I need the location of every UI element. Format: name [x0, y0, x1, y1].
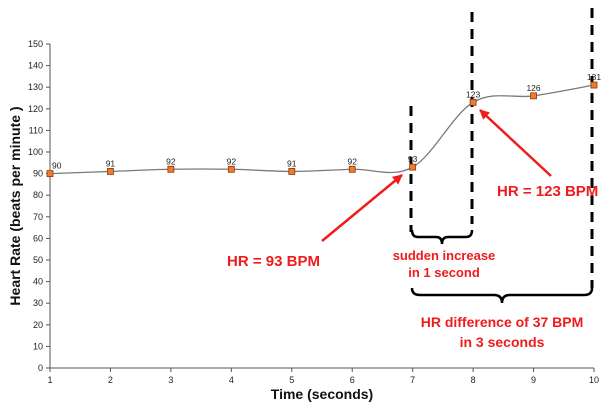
data-label: 91 — [287, 158, 297, 168]
series-line — [49, 84, 595, 175]
x-tick-label: 1 — [47, 375, 52, 385]
arrow-hr93 — [321, 174, 403, 242]
y-tick-label: 90 — [33, 169, 43, 179]
annotation-sudden-line1: sudden increase — [393, 248, 496, 263]
y-tick-label: 0 — [38, 363, 43, 373]
x-tick-label: 4 — [229, 375, 234, 385]
x-tick-label: 9 — [531, 375, 536, 385]
arrow-hr123 — [479, 109, 552, 177]
annotation-hr93: HR = 93 BPM — [227, 253, 320, 270]
x-tick-label: 10 — [589, 375, 599, 385]
data-point — [409, 163, 417, 171]
annotation-diff-line1: HR difference of 37 BPM — [421, 314, 584, 330]
y-tick-label: 20 — [33, 320, 43, 330]
x-tick-label: 7 — [410, 375, 415, 385]
data-label: 92 — [227, 156, 237, 166]
x-tick-label: 8 — [471, 375, 476, 385]
x-tick-label: 3 — [168, 375, 173, 385]
data-label: 123 — [466, 89, 480, 99]
y-tick-label: 50 — [33, 255, 43, 265]
data-label: 92 — [166, 156, 176, 166]
y-tick-label: 10 — [33, 341, 43, 351]
brace-hr-difference — [410, 287, 594, 304]
data-label: 131 — [587, 72, 601, 82]
y-tick-label: 80 — [33, 190, 43, 200]
data-point — [107, 168, 114, 175]
y-tick-label: 40 — [33, 277, 43, 287]
y-axis-title: Heart Rate (beats per minute ) — [7, 106, 23, 305]
y-tick-label: 140 — [28, 61, 43, 71]
x-tick-label: 6 — [350, 375, 355, 385]
y-tick-label: 30 — [33, 298, 43, 308]
data-point — [227, 165, 235, 173]
y-tick-label: 60 — [33, 233, 43, 243]
y-tick-labels: 0 10 20 30 40 50 60 70 80 90 100 110 120 130 140 150 — [28, 39, 50, 373]
data-point — [590, 81, 598, 89]
data-label: 93 — [408, 154, 418, 164]
y-tick-label: 100 — [28, 147, 43, 157]
data-point — [530, 92, 537, 100]
plot-area: 90 91 92 92 91 92 93 123 126 131 — [46, 72, 601, 178]
annotation-hr123: HR = 123 BPM — [497, 183, 598, 200]
x-tick-labels: 1 2 3 4 5 6 7 8 9 10 — [47, 368, 599, 385]
data-label: 126 — [526, 83, 540, 93]
x-axis-title: Time (seconds) — [271, 386, 373, 402]
brace-sudden-increase — [410, 229, 474, 245]
annotation-diff-line2: in 3 seconds — [460, 334, 545, 350]
data-label: 90 — [52, 161, 62, 171]
data-label: 91 — [106, 158, 116, 168]
y-tick-label: 70 — [33, 212, 43, 222]
data-label: 92 — [347, 156, 357, 166]
annotation-sudden-line2: in 1 second — [408, 265, 480, 280]
data-point — [167, 165, 175, 173]
data-point — [348, 165, 356, 173]
y-tick-label: 130 — [28, 82, 43, 92]
data-point — [288, 168, 296, 175]
x-tick-label: 2 — [108, 375, 113, 385]
y-tick-label: 110 — [29, 125, 43, 135]
data-point — [469, 98, 477, 106]
x-tick-label: 5 — [289, 375, 294, 385]
data-point — [46, 170, 54, 178]
y-tick-label: 150 — [28, 39, 43, 49]
y-tick-label: 120 — [28, 104, 43, 114]
